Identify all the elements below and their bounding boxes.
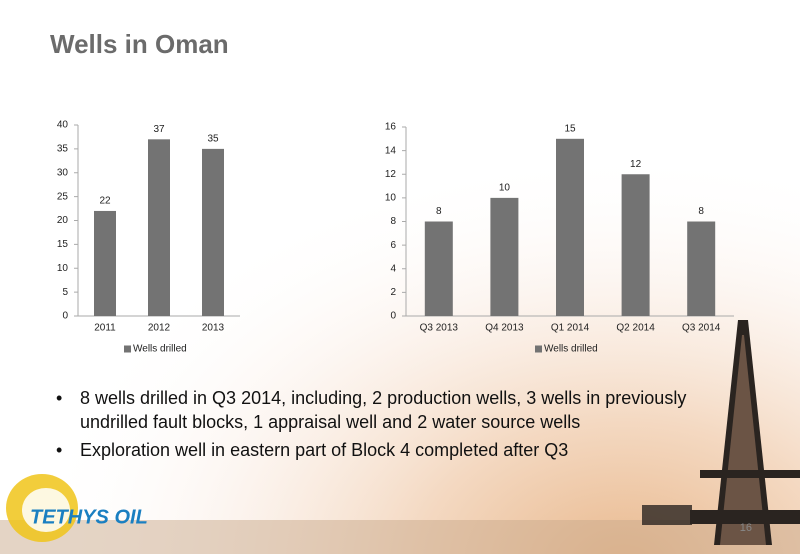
bar [424,221,453,316]
x-tick-label: Q2 2014 [616,323,655,334]
y-tick-label: 4 [390,263,396,274]
bar [148,139,170,316]
y-tick-label: 10 [385,193,397,204]
x-tick-label: 2012 [148,323,171,334]
data-label: 35 [207,134,219,145]
bullet: Exploration well in eastern part of Bloc… [52,438,742,462]
x-tick-label: Q3 2014 [682,323,721,334]
x-tick-label: Q4 2013 [485,323,524,334]
slide-title: Wells in Oman [50,29,229,59]
data-label: 37 [153,124,165,135]
logo-text: TETHYS OIL [30,506,148,528]
logo: TETHYS OIL [6,474,148,542]
y-tick-label: 30 [57,167,69,178]
legend-label: Wells drilled [133,344,187,355]
bar [556,138,584,316]
y-tick-label: 2 [390,287,396,298]
data-label: 12 [630,159,642,170]
bar [621,174,650,316]
bar [202,148,224,316]
page-number: 16 [740,522,752,534]
y-tick-label: 25 [57,191,69,202]
y-tick-label: 6 [390,240,396,251]
y-tick-label: 12 [385,169,397,180]
ground [0,520,800,554]
y-tick-label: 20 [57,215,69,226]
oil-rig [642,320,800,545]
y-tick-label: 40 [57,120,69,131]
data-label: 8 [436,206,442,217]
data-label: 15 [564,123,576,134]
legend-label: Wells drilled [544,344,598,355]
y-tick-label: 8 [390,216,396,227]
data-label: 22 [99,196,111,207]
bullet-list: 8 wells drilled in Q3 2014, including, 2… [52,386,742,462]
x-tick-label: Q3 2013 [420,323,459,334]
legend-swatch [535,345,542,353]
y-tick-label: 0 [62,311,68,322]
y-tick-label: 14 [385,145,397,156]
y-tick-label: 10 [57,263,69,274]
data-label: 10 [499,183,511,194]
legend-swatch [124,345,131,353]
y-tick-label: 0 [390,311,396,322]
bar [490,197,519,316]
bar [94,210,116,316]
y-tick-label: 5 [62,287,68,298]
y-tick-label: 16 [385,122,397,133]
x-tick-label: 2011 [94,323,116,334]
x-tick-label: Q1 2014 [551,323,590,334]
bar [687,221,716,316]
data-label: 8 [698,206,704,217]
bullet: 8 wells drilled in Q3 2014, including, 2… [52,386,742,434]
y-tick-label: 15 [57,239,69,250]
y-tick-label: 35 [57,144,69,155]
x-tick-label: 2013 [202,323,225,334]
